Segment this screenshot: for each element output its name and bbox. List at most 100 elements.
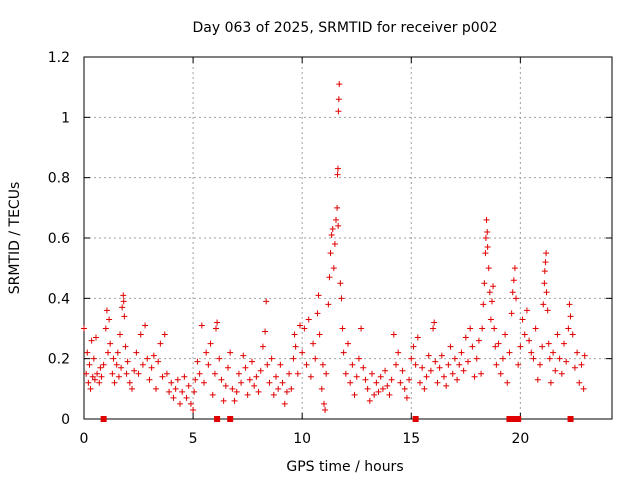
data-point: [329, 225, 336, 232]
data-point: [547, 379, 554, 386]
data-point: [541, 280, 548, 287]
data-point: [441, 373, 447, 380]
data-point: [305, 316, 312, 323]
data-point: [581, 352, 588, 359]
data-point: [326, 274, 333, 281]
data-point: [471, 373, 478, 380]
data-point: [168, 379, 175, 386]
data-point: [339, 325, 346, 332]
data-point: [502, 331, 509, 338]
data-point: [205, 361, 212, 368]
data-point: [131, 367, 138, 374]
data-point: [574, 349, 581, 356]
data-point: [395, 349, 402, 356]
data-point: [191, 388, 198, 395]
data-point: [355, 355, 362, 362]
data-point: [340, 349, 347, 356]
data-point: [351, 391, 358, 398]
data-point: [469, 343, 476, 350]
data-point: [338, 295, 345, 302]
data-point: [523, 307, 530, 314]
data-point: [105, 349, 111, 356]
data-point: [482, 235, 489, 241]
data-point: [249, 358, 255, 365]
data-point: [515, 361, 522, 368]
data-point: [349, 361, 356, 368]
data-point: [291, 331, 298, 338]
data-point: [445, 361, 452, 368]
data-point: [121, 313, 128, 320]
data-point: [382, 367, 389, 374]
data-point: [423, 373, 430, 380]
data-point: [319, 361, 326, 368]
data-point: [541, 268, 548, 275]
data-point: [231, 397, 238, 404]
data-point: [478, 370, 485, 377]
zero-marker: [227, 416, 234, 422]
data-point: [337, 280, 344, 287]
data-point: [334, 204, 341, 211]
data-point: [307, 373, 314, 380]
data-point: [345, 340, 351, 347]
zero-marker: [214, 416, 221, 422]
data-point: [342, 370, 349, 377]
data-point: [281, 400, 288, 407]
data-point: [460, 367, 467, 374]
data-point: [253, 373, 260, 380]
data-point: [462, 334, 469, 341]
data-point: [120, 292, 127, 299]
data-point: [543, 289, 550, 296]
data-point: [443, 382, 450, 389]
data-point: [185, 382, 192, 389]
data-point: [266, 379, 273, 386]
axis-ticks: [83, 56, 612, 420]
data-point: [430, 325, 437, 332]
data-point: [170, 394, 177, 401]
y-tick-label: 1: [61, 110, 70, 126]
data-point: [578, 361, 585, 368]
data-point: [545, 340, 552, 347]
data-point: [84, 349, 91, 356]
data-point: [571, 364, 578, 371]
data-point: [375, 388, 382, 395]
data-point: [552, 367, 559, 374]
data-point: [465, 358, 471, 365]
data-point: [292, 343, 299, 350]
y-tick-labels: 0 0.2 0.4 0.6 0.8 1 1.2: [48, 50, 70, 428]
data-points: [81, 81, 588, 413]
data-point: [480, 301, 487, 308]
data-point: [481, 280, 488, 287]
data-point: [530, 355, 537, 362]
data-point: [561, 340, 567, 347]
data-point: [427, 367, 434, 374]
data-point: [485, 265, 492, 272]
data-point: [487, 316, 494, 323]
data-point: [393, 361, 399, 368]
data-point: [96, 379, 103, 386]
data-point: [540, 301, 547, 308]
data-point: [110, 355, 117, 362]
data-point: [181, 373, 188, 380]
zero-marker: [510, 416, 517, 422]
data-point: [504, 379, 511, 386]
data-point: [511, 265, 518, 272]
data-point: [537, 361, 543, 368]
data-point: [347, 379, 354, 386]
data-point: [425, 352, 432, 359]
data-point: [316, 331, 323, 338]
data-point: [259, 343, 266, 350]
data-point: [558, 370, 565, 377]
zero-markers: [100, 416, 574, 422]
data-point: [216, 355, 223, 362]
data-point: [142, 322, 149, 329]
data-point: [397, 379, 404, 386]
data-point: [335, 108, 342, 115]
data-point: [198, 322, 205, 329]
data-point: [235, 370, 242, 377]
data-point: [111, 379, 118, 386]
data-point: [366, 397, 373, 404]
data-point: [484, 228, 491, 235]
data-point: [539, 343, 546, 350]
data-point: [107, 340, 114, 347]
data-point: [458, 349, 465, 356]
